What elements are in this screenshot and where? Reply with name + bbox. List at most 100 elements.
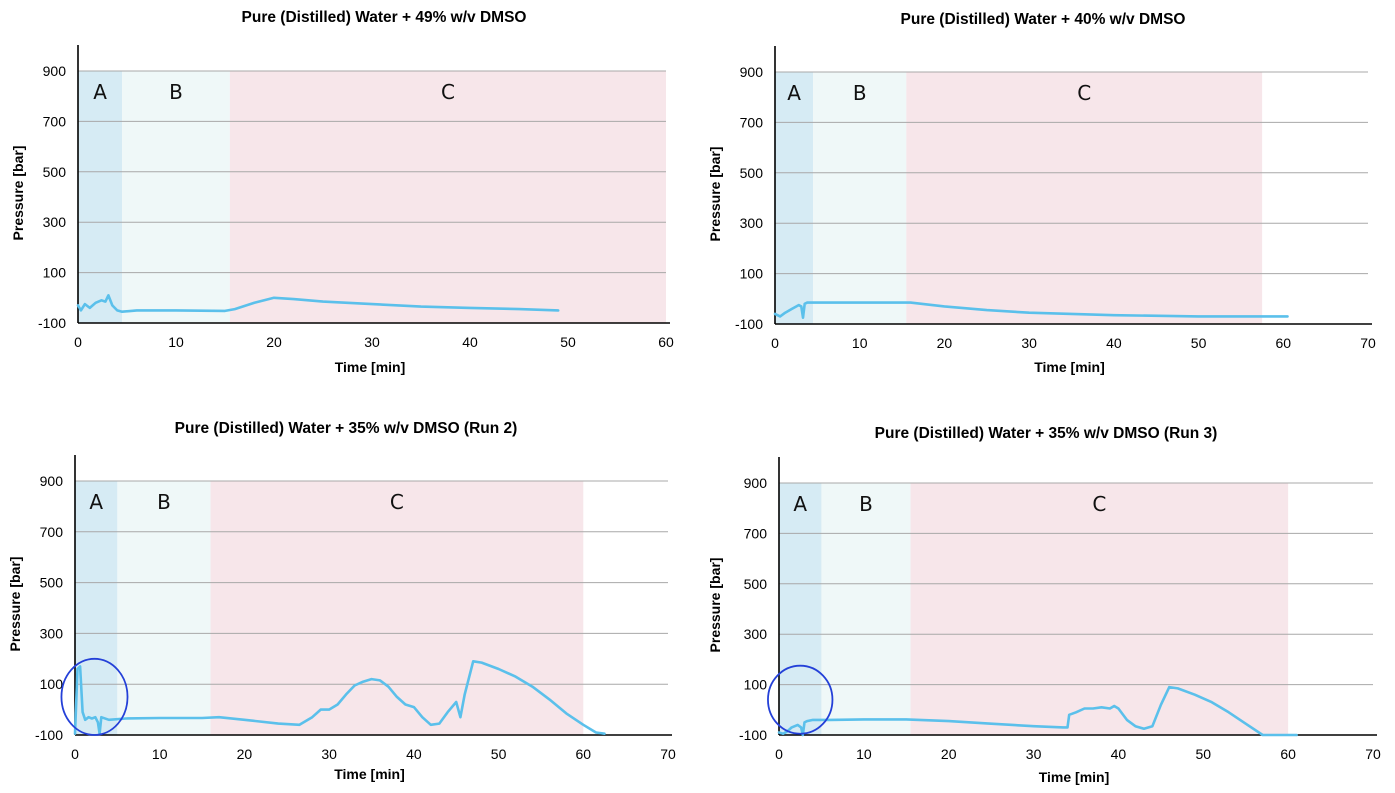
x-tick-label: 30	[1026, 746, 1042, 762]
x-axis-label: Time [min]	[1039, 769, 1110, 785]
y-tick-label: 300	[43, 214, 67, 230]
pressure-line	[73, 659, 606, 736]
y-tick-label: 900	[43, 63, 67, 79]
pressure-line	[777, 685, 1298, 737]
y-tick-label: 500	[740, 165, 764, 181]
x-axis-label: Time [min]	[335, 359, 406, 375]
x-tick-label: 70	[660, 746, 676, 762]
y-tick-label: 300	[40, 625, 64, 641]
y-axis-label: Pressure [bar]	[7, 557, 23, 652]
region-label-b: B	[169, 80, 183, 104]
y-tick-label: 100	[744, 677, 768, 693]
x-axis-label: Time [min]	[1034, 359, 1105, 375]
region-band-c	[229, 71, 666, 323]
x-tick-label: 60	[575, 746, 591, 762]
x-tick-label: 30	[1021, 335, 1037, 351]
x-tick-label: 0	[775, 746, 783, 762]
region-band-c	[906, 72, 1263, 324]
y-tick-label: 500	[43, 164, 67, 180]
y-tick-label: 700	[744, 525, 768, 541]
y-tick-label: 900	[744, 475, 768, 491]
region-label-c: C	[1077, 81, 1091, 105]
y-tick-label: 900	[40, 473, 64, 489]
x-tick-label: 40	[462, 334, 478, 350]
y-axis-label: Pressure [bar]	[10, 146, 26, 241]
chart-panel-35pct-run2: Pure (Distilled) Water + 35% w/v DMSO (R…	[0, 394, 697, 788]
chart-title: Pure (Distilled) Water + 35% w/v DMSO (R…	[175, 420, 518, 437]
x-tick-label: 70	[1360, 335, 1376, 351]
pressure-line	[76, 293, 560, 314]
x-tick-label: 50	[491, 746, 507, 762]
y-tick-label: 300	[740, 215, 764, 231]
x-tick-label: 40	[1111, 746, 1127, 762]
x-tick-label: 10	[852, 335, 868, 351]
region-label-b: B	[853, 81, 867, 105]
x-tick-label: 40	[1106, 335, 1122, 351]
x-tick-label: 50	[560, 334, 576, 350]
x-tick-label: 20	[266, 334, 282, 350]
y-tick-label: 500	[744, 576, 768, 592]
y-tick-label: 700	[740, 114, 764, 130]
x-tick-label: 70	[1365, 746, 1381, 762]
x-tick-label: 30	[364, 334, 380, 350]
x-tick-label: 20	[941, 746, 957, 762]
chart-panel-35pct-run3: Pure (Distilled) Water + 35% w/v DMSO (R…	[697, 394, 1395, 788]
region-label-a: A	[89, 490, 103, 514]
x-tick-label: 20	[237, 746, 253, 762]
x-tick-label: 0	[71, 746, 79, 762]
region-band-a	[775, 72, 814, 324]
y-tick-label: -100	[735, 316, 763, 332]
region-label-a: A	[787, 81, 801, 105]
x-tick-label: 50	[1191, 335, 1207, 351]
y-tick-label: 100	[40, 676, 64, 692]
region-label-a: A	[93, 80, 107, 104]
region-band-a	[78, 71, 123, 323]
x-axis-label: Time [min]	[334, 766, 405, 782]
y-axis-label: Pressure [bar]	[707, 558, 723, 653]
x-tick-label: 30	[321, 746, 337, 762]
region-band-a	[779, 483, 822, 735]
region-band-c	[210, 481, 584, 735]
chart-svg-3: Pure (Distilled) Water + 35% w/v DMSO (R…	[707, 425, 1381, 785]
region-label-b: B	[859, 492, 873, 516]
region-band-b	[122, 71, 230, 323]
x-tick-label: 0	[771, 335, 779, 351]
x-tick-label: 40	[406, 746, 422, 762]
x-tick-label: 50	[1195, 746, 1211, 762]
chart-title: Pure (Distilled) Water + 40% w/v DMSO	[901, 11, 1186, 28]
region-band-b	[813, 72, 907, 324]
x-tick-label: 10	[152, 746, 168, 762]
x-tick-label: 60	[658, 334, 674, 350]
chart-svg-1: Pure (Distilled) Water + 40% w/v DMSO A B C…	[707, 11, 1376, 375]
region-label-c: C	[390, 490, 404, 514]
highlight-ellipse	[767, 664, 834, 735]
region-label-a: A	[793, 492, 807, 516]
y-tick-label: 300	[744, 626, 768, 642]
pressure-line	[773, 301, 1289, 320]
y-axis-label: Pressure [bar]	[707, 147, 723, 242]
y-tick-label: -100	[739, 727, 767, 743]
region-band-b	[117, 481, 211, 735]
chart-title: Pure (Distilled) Water + 49% w/v DMSO	[242, 9, 527, 26]
y-tick-label: -100	[38, 315, 66, 331]
x-tick-label: 60	[1275, 335, 1291, 351]
highlight-ellipse	[60, 657, 129, 736]
region-label-c: C	[1092, 492, 1106, 516]
chart-panel-49pct: Pure (Distilled) Water + 49% w/v DMSO A B C…	[0, 0, 697, 394]
chart-panel-40pct: Pure (Distilled) Water + 40% w/v DMSO A B C…	[697, 0, 1395, 394]
x-tick-label: 20	[937, 335, 953, 351]
x-tick-label: 10	[856, 746, 872, 762]
y-tick-label: 900	[740, 64, 764, 80]
chart-title: Pure (Distilled) Water + 35% w/v DMSO (R…	[875, 425, 1218, 442]
x-tick-label: 0	[74, 334, 82, 350]
region-label-c: C	[441, 80, 455, 104]
y-tick-label: 100	[740, 266, 764, 282]
chart-svg-2: Pure (Distilled) Water + 35% w/v DMSO (R…	[7, 420, 676, 782]
region-band-c	[910, 483, 1289, 735]
region-band-b	[821, 483, 911, 735]
x-tick-label: 10	[168, 334, 184, 350]
chart-svg-0: Pure (Distilled) Water + 49% w/v DMSO A B C…	[10, 9, 674, 375]
y-tick-label: -100	[35, 727, 63, 743]
y-tick-label: 500	[40, 575, 64, 591]
